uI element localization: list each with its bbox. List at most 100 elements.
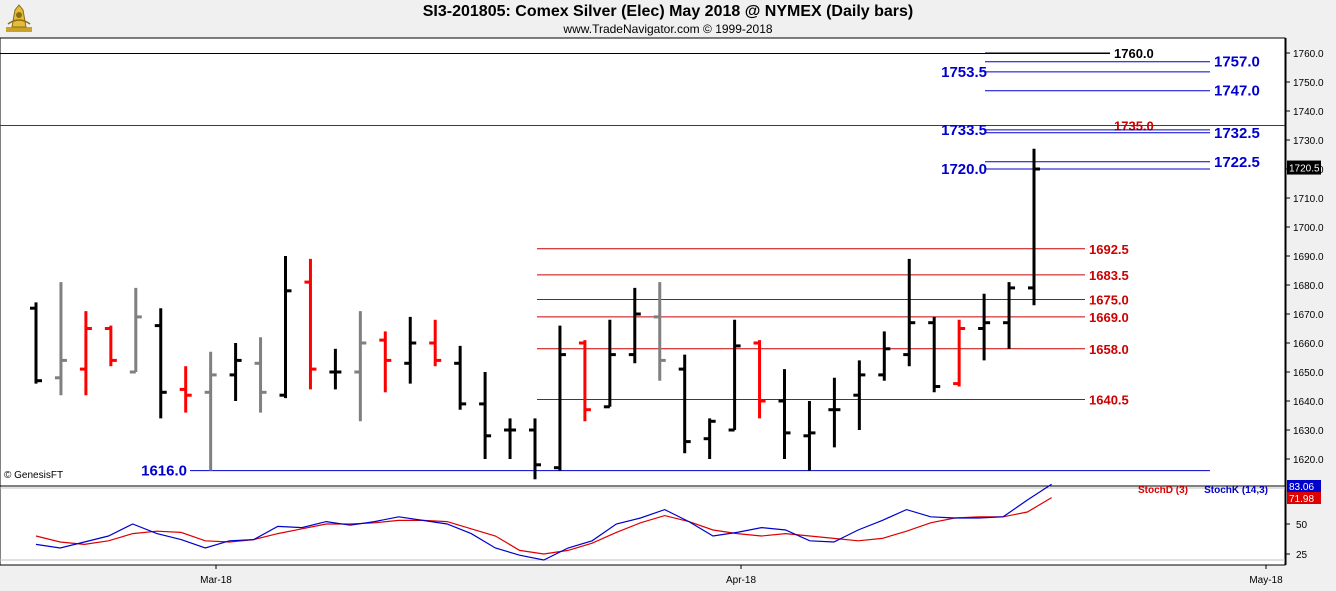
level-label-1675-0: 1675.0 xyxy=(1089,293,1129,308)
legend-stochd: StochD (3) xyxy=(1138,485,1188,496)
ohlc-bar xyxy=(828,377,841,448)
price-tick-label: 1670.0 xyxy=(1293,310,1324,321)
stoch-k-line xyxy=(35,483,1052,561)
axis-background xyxy=(1286,38,1336,565)
price-tick-label: 1700.0 xyxy=(1293,223,1324,234)
price-tick-label: 1650.0 xyxy=(1293,368,1324,379)
level-label-1692-5: 1692.5 xyxy=(1089,242,1129,257)
ohlc-bar xyxy=(30,302,42,384)
ohlc-bar xyxy=(578,340,591,422)
level-label-1616-0: 1616.0 xyxy=(141,463,187,480)
legend-stochk: StochK (14,3) xyxy=(1204,485,1268,496)
price-tick-label: 1630.0 xyxy=(1293,426,1324,437)
stochk-value-box xyxy=(1287,480,1321,492)
level-label-1747-0: 1747.0 xyxy=(1214,83,1260,100)
level-label-1735-0: 1735.0 xyxy=(1114,119,1154,134)
price-tick-label: 1730.0 xyxy=(1293,136,1324,147)
price-tick-label: 1740.0 xyxy=(1293,107,1324,118)
stochastic-panel-box xyxy=(0,485,1286,566)
ohlc-bar xyxy=(154,308,167,419)
ohlc-bar xyxy=(429,319,442,367)
price-axis: 1620.0 1630.0 1640.0 1650.0 1660.0 1670.0 1680… xyxy=(1286,49,1324,466)
ohlc-bar xyxy=(304,258,317,390)
level-label-1640-5: 1640.5 xyxy=(1089,393,1129,408)
date-tick-label: Mar-18 xyxy=(200,575,232,586)
ohlc-bar xyxy=(903,258,916,367)
ohlc-bar xyxy=(179,366,192,413)
price-tick-label: 1680.0 xyxy=(1293,281,1324,292)
ohlc-bar xyxy=(1028,148,1040,306)
ohlc-bar xyxy=(778,369,791,459)
stoch-d-line xyxy=(35,497,1052,555)
level-label-1658-0: 1658.0 xyxy=(1089,342,1129,357)
date-tick-label: Apr-18 xyxy=(726,575,756,586)
ohlc-bar xyxy=(454,345,467,410)
ohlc-bar xyxy=(79,311,92,396)
ohlc-bar xyxy=(1003,282,1016,349)
ohlc-bar xyxy=(479,372,492,459)
ohlc-bar xyxy=(878,331,891,381)
level-label-1683-5: 1683.5 xyxy=(1089,268,1129,283)
ohlc-bar xyxy=(603,319,616,409)
stochd-value-box xyxy=(1287,492,1321,504)
ohlc-bar xyxy=(803,401,816,471)
date-axis: Mar-18 Apr-18 May-18 xyxy=(200,565,1283,586)
chart-title: SI3-201805: Comex Silver (Elec) May 2018… xyxy=(422,3,914,20)
ohlc-bar xyxy=(204,351,217,471)
level-label-1757-0: 1757.0 xyxy=(1214,54,1260,71)
ohlc-bar xyxy=(129,287,142,374)
ohlc-bar xyxy=(254,337,267,413)
last-price-label: 1720.5 xyxy=(1289,164,1320,175)
stoch-tick-label: 25 xyxy=(1296,550,1308,561)
ohlc-bar xyxy=(104,325,117,367)
genesis-watermark: © GenesisFT xyxy=(4,470,63,481)
genesis-logo-icon xyxy=(4,2,34,34)
price-tick-label: 1660.0 xyxy=(1293,339,1324,350)
chart-subtitle: www.TradeNavigator.com © 1999-2018 xyxy=(563,22,773,36)
ohlc-bar xyxy=(404,316,417,384)
price-bars xyxy=(30,148,1040,480)
price-tick-label: 1710.0 xyxy=(1293,194,1324,205)
ohlc-bar xyxy=(553,325,566,471)
ohlc-bar xyxy=(529,418,541,480)
ohlc-bar xyxy=(753,340,766,419)
level-label-1733-5: 1733.5 xyxy=(941,122,987,139)
ohlc-bar xyxy=(728,319,741,432)
level-label-1722-5: 1722.5 xyxy=(1214,154,1260,171)
price-panel xyxy=(0,37,1286,487)
ohlc-bar xyxy=(953,319,966,387)
ohlc-bar xyxy=(978,293,991,361)
date-tick-label: May-18 xyxy=(1249,575,1283,586)
level-label-1669-0: 1669.0 xyxy=(1089,310,1129,325)
level-label-1753-5: 1753.5 xyxy=(941,64,987,81)
price-tick-label: 1640.0 xyxy=(1293,397,1324,408)
ohlc-bar xyxy=(628,287,641,364)
level-lines: 1760.0 1757.0 1753.5 1747.0 1735.0 1733.5 1732… xyxy=(0,46,1285,480)
ohlc-bar xyxy=(928,316,941,393)
price-tick-label: 1750.0 xyxy=(1293,78,1324,89)
ohlc-bar xyxy=(229,343,242,401)
ohlc-bar xyxy=(279,256,292,399)
level-label-1760-0: 1760.0 xyxy=(1114,46,1154,61)
price-tick-label: 1690.0 xyxy=(1293,252,1324,263)
stochd-value: 71.98 xyxy=(1289,494,1314,505)
stochk-value: 83.06 xyxy=(1289,482,1314,493)
ohlc-bar xyxy=(54,282,67,396)
stoch-tick-label: 50 xyxy=(1296,520,1308,531)
last-price-box xyxy=(1287,160,1321,175)
ohlc-bar xyxy=(504,418,517,459)
ohlc-bar xyxy=(853,360,866,430)
price-tick-label: 1760.0 xyxy=(1293,49,1324,60)
ohlc-bar xyxy=(379,331,392,393)
level-label-1732-5: 1732.5 xyxy=(1214,125,1260,142)
ohlc-bar xyxy=(354,311,367,422)
ohlc-bar xyxy=(678,354,691,454)
ohlc-bar xyxy=(703,418,716,459)
price-tick-label: 1620.0 xyxy=(1293,455,1324,466)
ohlc-bar xyxy=(329,348,342,390)
ohlc-bar xyxy=(653,282,666,381)
level-label-1720-0: 1720.0 xyxy=(941,161,987,178)
chart-header: SI3-201805: Comex Silver (Elec) May 2018… xyxy=(0,0,1336,38)
